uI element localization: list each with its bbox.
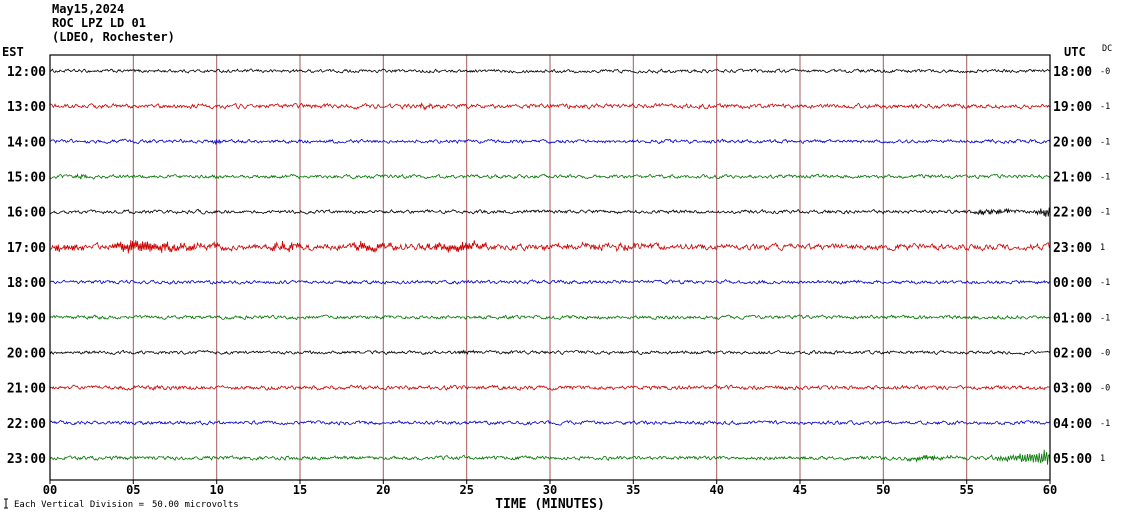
scale-bar-icon [4, 498, 8, 509]
est-time-label: 15:00 [7, 171, 46, 186]
seismo-trace [49, 449, 1051, 465]
dc-offset-value: -1 [1100, 173, 1110, 183]
x-tick-label: 55 [959, 483, 973, 497]
dc-offset-value: -1 [1100, 102, 1110, 112]
scale-note: Each Vertical Division = [14, 500, 145, 510]
seismo-trace [49, 68, 1051, 74]
row-labels: 12:00 18:00 -0 13:00 19:00 -1 14:00 20:00 -1 15:0… [7, 65, 1110, 467]
est-time-label: 23:00 [7, 452, 46, 467]
header-station-id: ROC LPZ LD 01 [52, 16, 146, 30]
header-date: May15,2024 [52, 2, 124, 16]
dc-offset-value: 1 [1100, 243, 1105, 253]
est-time-label: 21:00 [7, 382, 46, 397]
seismo-trace [49, 420, 1051, 426]
x-tick-label: 40 [709, 483, 723, 497]
x-tick-label: 60 [1043, 483, 1057, 497]
est-axis-label: EST [2, 45, 24, 59]
dc-offset-value: -1 [1100, 313, 1110, 323]
est-time-label: 22:00 [7, 417, 46, 432]
x-tick-label: 10 [209, 483, 223, 497]
x-tick-label: 45 [793, 483, 807, 497]
dc-offset-value: -0 [1100, 384, 1110, 394]
seismo-trace [49, 173, 1051, 180]
dc-offset-value: 1 [1100, 454, 1105, 464]
x-tick-label: 35 [626, 483, 640, 497]
grid-lines [132, 55, 968, 480]
est-time-label: 19:00 [7, 311, 46, 326]
time-axis-title: TIME (MINUTES) [495, 497, 605, 512]
utc-time-label: 05:00 [1053, 452, 1092, 467]
dc-offset-value: -1 [1100, 278, 1110, 288]
x-tick-label: 50 [876, 483, 890, 497]
utc-time-label: 21:00 [1053, 171, 1092, 186]
est-time-label: 12:00 [7, 65, 46, 80]
dc-offset-value: -1 [1100, 419, 1110, 429]
seismo-trace [49, 101, 1051, 111]
plot-frame [49, 54, 1051, 481]
header-location: (LDEO, Rochester) [52, 30, 175, 44]
seismo-trace [49, 314, 1051, 321]
seismo-trace [50, 240, 1051, 254]
dc-offset-value: -0 [1100, 348, 1110, 358]
trace-layer [49, 68, 1051, 465]
utc-time-label: 20:00 [1053, 135, 1092, 150]
x-tick-label: 05 [126, 483, 140, 497]
x-tick-label: 00 [43, 483, 57, 497]
x-tick-label: 15 [293, 483, 307, 497]
utc-time-label: 04:00 [1053, 417, 1092, 432]
utc-time-label: 03:00 [1053, 382, 1092, 397]
seismo-trace [49, 207, 1051, 217]
est-time-label: 16:00 [7, 206, 46, 221]
dc-offset-value: -0 [1100, 67, 1110, 77]
utc-time-label: 02:00 [1053, 346, 1092, 361]
dc-offset-value: -1 [1100, 137, 1110, 147]
utc-time-label: 22:00 [1053, 206, 1092, 221]
scale-value: 50.00 microvolts [152, 500, 239, 510]
est-time-label: 18:00 [7, 276, 46, 291]
est-time-label: 14:00 [7, 135, 46, 150]
x-tick-label: 30 [543, 483, 557, 497]
dc-offset-value: -1 [1100, 208, 1110, 218]
seismo-trace [49, 138, 1051, 145]
seismo-trace [49, 349, 1051, 356]
dc-axis-label: DC [1102, 44, 1112, 54]
seismo-trace [49, 279, 1051, 285]
est-time-label: 20:00 [7, 346, 46, 361]
est-time-label: 17:00 [7, 241, 46, 256]
utc-axis-label: UTC [1064, 45, 1086, 59]
x-tick-label: 25 [459, 483, 473, 497]
utc-time-label: 01:00 [1053, 311, 1092, 326]
utc-time-label: 18:00 [1053, 65, 1092, 80]
utc-time-label: 19:00 [1053, 100, 1092, 115]
x-tick-label: 20 [376, 483, 390, 497]
seismo-trace [49, 384, 1051, 391]
est-time-label: 13:00 [7, 100, 46, 115]
x-axis: 00 05 10 15 20 25 30 35 40 45 50 55 60 [43, 480, 1057, 497]
utc-time-label: 23:00 [1053, 241, 1092, 256]
utc-time-label: 00:00 [1053, 276, 1092, 291]
